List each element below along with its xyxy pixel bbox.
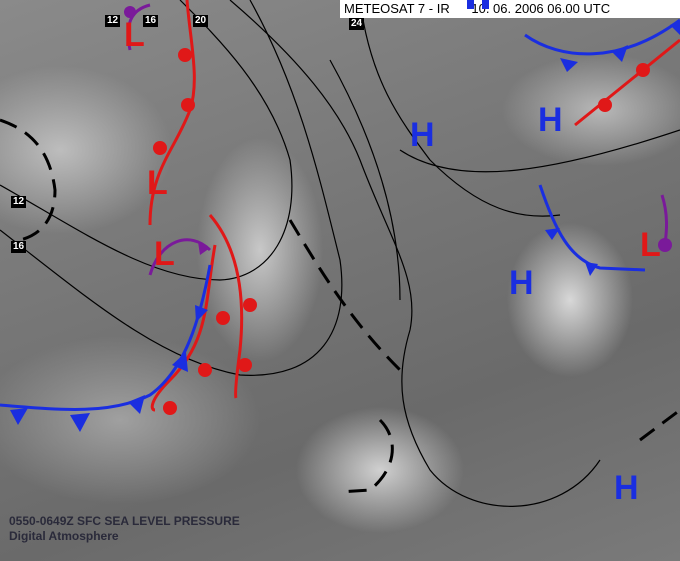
image-title-bar: METEOSAT 7 - IR 10. 06. 2006 06.00 UTC	[340, 0, 680, 18]
satellite-title: METEOSAT 7 - IR	[344, 1, 450, 16]
isobar-label: 12	[11, 196, 27, 208]
title-marker	[482, 0, 489, 9]
high-pressure-label: H	[614, 469, 639, 507]
isobar-label: 16	[143, 15, 159, 27]
isobar-label: 20	[193, 15, 209, 27]
high-pressure-label: H	[509, 264, 534, 302]
isobar-label: 16	[11, 241, 27, 253]
isobars	[0, 0, 680, 506]
occluded-symbols	[124, 6, 672, 255]
fronts	[0, 0, 680, 412]
title-marker	[467, 0, 474, 9]
low-pressure-label: L	[124, 16, 145, 54]
isobar-label: 12	[105, 15, 121, 27]
isobar-label: 24	[349, 18, 365, 30]
low-pressure-label: L	[154, 235, 175, 273]
caption: 0550-0649Z SFC SEA LEVEL PRESSURE Digita…	[9, 514, 240, 544]
high-pressure-label: H	[538, 101, 563, 139]
caption-line-2: Digital Atmosphere	[9, 529, 119, 543]
caption-line-1: 0550-0649Z SFC SEA LEVEL PRESSURE	[9, 514, 240, 528]
low-pressure-label: L	[640, 226, 661, 264]
cold-front-symbols	[10, 20, 680, 432]
trough-lines	[0, 118, 680, 494]
datetime: 10. 06. 2006 06.00 UTC	[471, 1, 611, 16]
warm-front-symbols	[153, 48, 650, 415]
low-pressure-label: L	[147, 164, 168, 202]
high-pressure-label: H	[410, 116, 435, 154]
